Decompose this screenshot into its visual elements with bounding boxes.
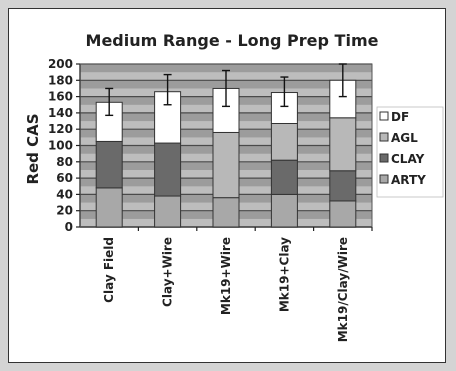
bar-segment [95, 187, 123, 228]
gridline-band [80, 64, 372, 73]
y-tick-label: 120 [48, 122, 73, 136]
legend-swatch [379, 111, 389, 121]
legend-entry: CLAY [391, 152, 425, 166]
x-tick-label: Mk19/Clay/Wire [336, 237, 350, 342]
legend: DF AGL CLAY ARTY [376, 106, 444, 198]
bar-segment [329, 117, 357, 172]
y-tick-label: 100 [48, 139, 73, 153]
y-tick-label: 20 [56, 204, 73, 218]
y-tick-label: 60 [56, 171, 73, 185]
y-tick-label: 160 [48, 90, 73, 104]
legend-entry: AGL [391, 131, 418, 145]
y-tick-label: 200 [48, 57, 73, 71]
x-tick-label: Clay Field [102, 237, 116, 303]
legend-swatch [379, 174, 389, 184]
y-axis-label: Red CAS [24, 113, 42, 184]
legend-entry: DF [391, 110, 409, 124]
plot-area: 0 20 40 60 80 100 120 140 160 180 200 Clay Field Cla… [48, 57, 373, 342]
bar-segment [212, 131, 240, 199]
bar-segment [212, 197, 240, 228]
bar-segment [270, 122, 298, 161]
legend-entry: ARTY [391, 173, 426, 187]
bar-segment [329, 200, 357, 228]
bar-segment [270, 159, 298, 195]
bar-segment [270, 193, 298, 228]
y-tick-label: 0 [65, 220, 73, 234]
y-tick-label: 140 [48, 106, 73, 120]
x-tick-label: Mk19+Clay [277, 237, 291, 312]
y-tick-label: 80 [56, 155, 73, 169]
bar-segment [154, 195, 182, 228]
chart-title: Medium Range - Long Prep Time [86, 31, 379, 50]
y-tick-label: 40 [56, 187, 73, 201]
bar-segment [329, 170, 357, 202]
bar-segment [95, 140, 123, 189]
bar-segment [154, 142, 182, 197]
x-tick-label: Clay+Wire [161, 237, 175, 307]
legend-swatch [379, 153, 389, 163]
y-tick-label: 180 [48, 73, 73, 87]
legend-swatch [379, 132, 389, 142]
x-tick-label: Mk19+Wire [219, 237, 233, 315]
